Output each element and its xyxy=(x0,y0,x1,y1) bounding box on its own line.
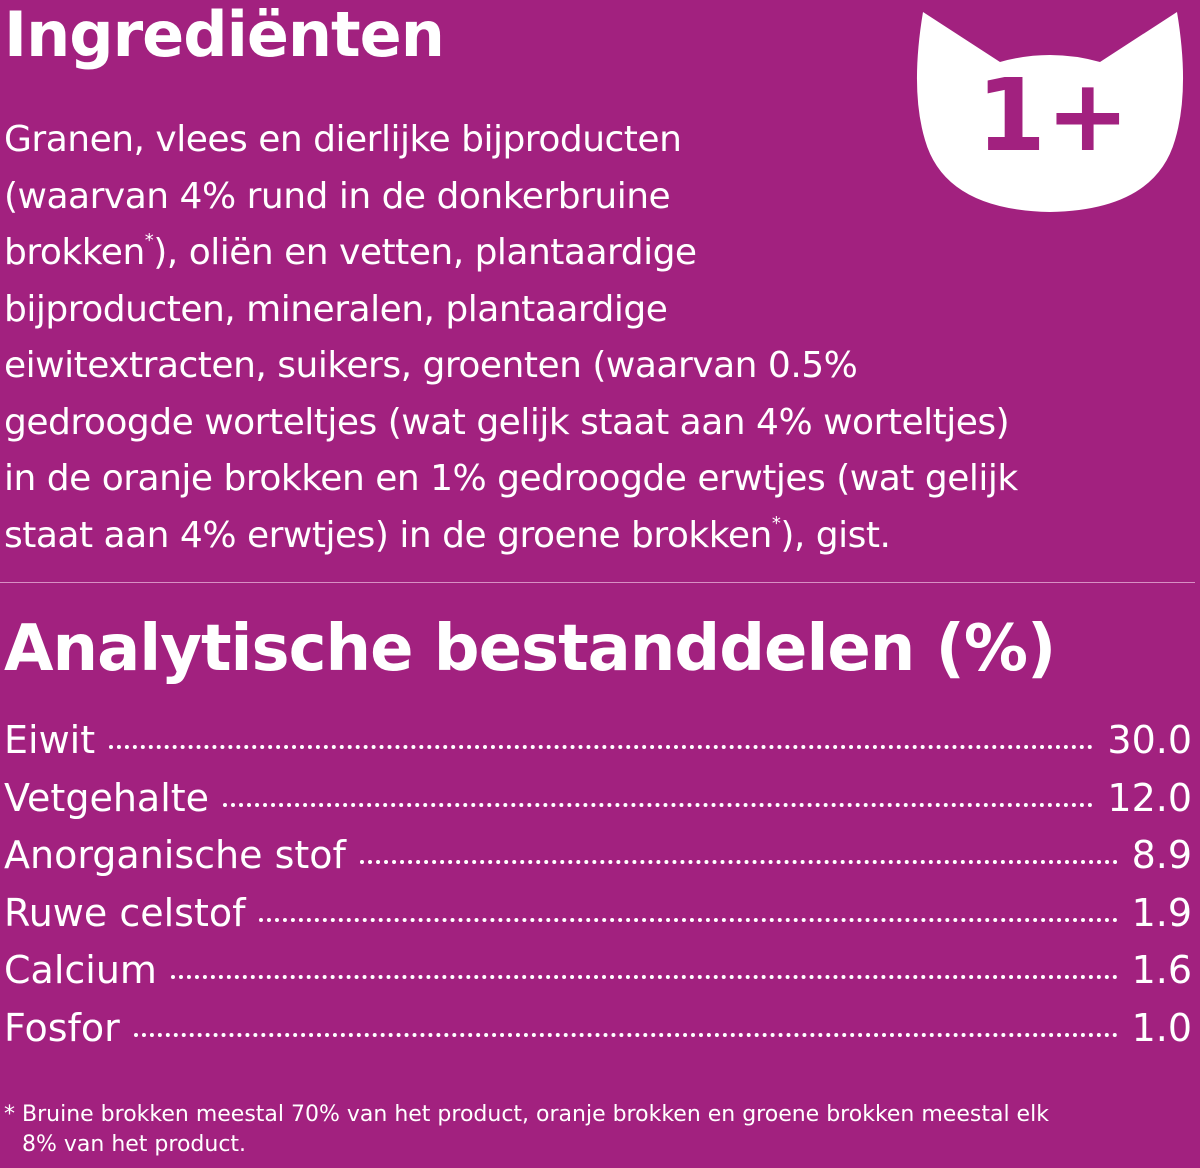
row-label: Eiwit xyxy=(4,718,96,762)
footnote: * Bruine brokken meestal 70% van het pro… xyxy=(4,1100,1049,1160)
cat-head xyxy=(916,12,1184,212)
text: brokken xyxy=(4,232,145,273)
row-label: Calcium xyxy=(4,948,157,993)
row: Calcium 1.6 xyxy=(4,948,1192,1006)
row-value: 30.0 xyxy=(1107,718,1192,762)
row-label: Anorganische stof xyxy=(4,833,346,878)
row: Ruwe celstof 1.9 xyxy=(4,891,1192,949)
row-value: 8.9 xyxy=(1131,833,1192,878)
badge-text: 1+ xyxy=(976,57,1129,174)
row-value: 1.0 xyxy=(1131,1005,1192,1050)
text-line: Granen, vlees en dierlijke bijproducten xyxy=(4,119,682,160)
footnote-line: 8% van het product. xyxy=(4,1130,1049,1160)
text-line: staat aan 4% erwtjes) in de groene brokk… xyxy=(4,508,1018,565)
leader xyxy=(359,860,1118,865)
text-line: bijproducten, mineralen, plantaardige xyxy=(4,288,668,330)
row: Eiwit 30.0 xyxy=(4,718,1192,776)
row-label: Fosfor xyxy=(4,1005,120,1050)
row: Anorganische stof 8.9 xyxy=(4,833,1192,891)
ingredients-title: Ingrediënten xyxy=(4,0,445,71)
footnote-mark: * xyxy=(771,512,781,534)
row-value: 12.0 xyxy=(1107,775,1192,820)
row: Vetgehalte 12.0 xyxy=(4,776,1192,834)
leader xyxy=(223,802,1094,807)
row-value: 1.9 xyxy=(1131,890,1192,935)
leader xyxy=(259,917,1118,922)
leader xyxy=(109,745,1094,749)
leader xyxy=(133,1032,1118,1037)
analysis-title: Analytische bestanddelen (%) xyxy=(4,612,1056,686)
row-label: Vetgehalte xyxy=(4,775,210,820)
text: ), oliën en vetten, plantaardige xyxy=(153,232,697,273)
text-line: in de oranje brokken en 1% gedroogde erw… xyxy=(4,458,1018,499)
age-badge: 1+ xyxy=(916,12,1184,212)
text: Bruine brokken meestal 70% van het produ… xyxy=(22,1102,1049,1127)
footnote-marker: * xyxy=(4,1102,15,1127)
text-line: (waarvan 4% rund in de donkerbruine xyxy=(4,175,671,217)
row-value: 1.6 xyxy=(1131,948,1192,993)
row-label: Ruwe celstof xyxy=(4,890,246,935)
text-line: gedroogde worteltjes (wat gelijk staat a… xyxy=(4,401,1010,443)
text-line: brokken*), oliën en vetten, plantaardige xyxy=(4,225,1018,282)
text: ), gist. xyxy=(780,514,891,556)
analysis-table: Eiwit 30.0 Vetgehalte 12.0 Anorganische stof… xyxy=(4,718,1192,1064)
text-line: eiwitextracten, suikers, groenten (waarv… xyxy=(4,345,858,386)
row: Fosfor 1.0 xyxy=(4,1006,1192,1064)
text: 8% van het product. xyxy=(22,1132,247,1157)
footnote-mark: * xyxy=(144,230,154,251)
text: staat aan 4% erwtjes) in de groene brokk… xyxy=(4,514,772,556)
footnote-line: * Bruine brokken meestal 70% van het pro… xyxy=(4,1100,1049,1130)
ingredients-text: Granen, vlees en dierlijke bijproducten (… xyxy=(4,112,1018,564)
divider xyxy=(0,582,1195,583)
leader xyxy=(170,975,1118,980)
